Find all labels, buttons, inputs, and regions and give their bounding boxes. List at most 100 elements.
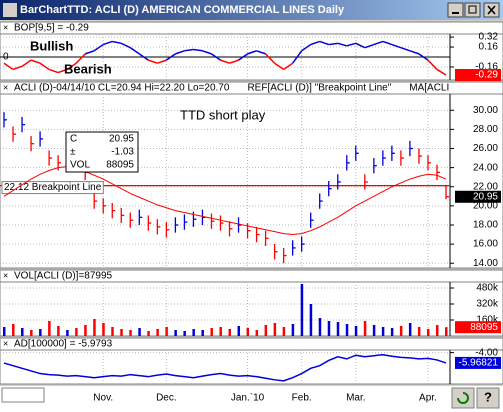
volume-bar xyxy=(183,331,186,336)
pane xyxy=(0,93,503,269)
minimize-button[interactable] xyxy=(447,2,464,18)
volume-bar xyxy=(327,321,331,336)
volume-bar xyxy=(390,328,394,336)
bop-segment xyxy=(202,50,212,55)
volume-bar xyxy=(363,321,367,336)
bop-segment xyxy=(346,42,356,47)
bop-segment xyxy=(175,50,185,55)
pane xyxy=(0,349,503,385)
x-tick-label: Dec. xyxy=(156,393,177,404)
bop-segment xyxy=(220,59,230,64)
bop-segment xyxy=(436,68,447,76)
bop-segment xyxy=(400,46,411,52)
volume-bar xyxy=(282,327,286,336)
volume-bar xyxy=(210,328,213,336)
volume-bar xyxy=(291,324,295,336)
volume-bar xyxy=(246,328,250,336)
info-key: ± xyxy=(70,147,76,158)
chart-title: TTD short play xyxy=(180,107,266,122)
refresh-icon xyxy=(457,392,469,404)
last-value-label: -5.96821 xyxy=(459,358,499,369)
breakpoint-label: 22.12 Breakpoint Line xyxy=(4,182,102,193)
bop-segment xyxy=(301,43,312,52)
volume-bar xyxy=(417,327,421,336)
info-value: 88095 xyxy=(106,160,134,171)
volume-bar xyxy=(237,326,241,336)
bop-segment xyxy=(75,53,86,64)
y-tick-label: 20.00 xyxy=(473,200,498,211)
volume-bar xyxy=(120,329,123,336)
volume-bar xyxy=(336,322,340,336)
window-buttons[interactable] xyxy=(447,2,500,18)
volume-bar xyxy=(219,327,222,336)
bop-segment xyxy=(265,53,276,64)
last-value-label: 88095 xyxy=(470,322,498,333)
pane-header-text: AD[100000] = -5.9793 xyxy=(14,339,113,350)
volume-bar xyxy=(138,328,141,336)
x-tick-label: Apr. xyxy=(419,393,437,404)
y-tick-label: 22.00 xyxy=(473,181,498,192)
y-tick-label: 480k xyxy=(476,283,499,294)
volume-bar xyxy=(381,327,385,336)
bop-segment xyxy=(283,62,294,71)
volume-bar xyxy=(156,329,159,336)
symbol-input[interactable] xyxy=(1,387,45,403)
zero-label: 0 xyxy=(3,52,9,63)
y-tick-label: 320k xyxy=(476,299,499,310)
pane-close: × xyxy=(3,82,8,92)
volume-bar xyxy=(273,323,277,336)
volume-bar xyxy=(408,323,412,336)
bop-segment xyxy=(157,59,167,64)
pane-header-text: MA[ACLI xyxy=(409,83,449,94)
volume-bar xyxy=(192,329,195,336)
volume-bar xyxy=(102,323,105,336)
pane-header-text: BOP[9,5] = -0.29 xyxy=(14,23,89,34)
date-axis xyxy=(0,386,503,412)
window-title: BarChartTTD: ACLI (D) AMERICAN COMMERCIA… xyxy=(20,4,345,16)
volume-bar xyxy=(75,328,78,336)
bop-segment xyxy=(427,59,438,70)
y-tick-label: 160k xyxy=(476,315,499,326)
bop-segment xyxy=(138,53,149,61)
maximize-button[interactable] xyxy=(464,2,481,18)
ad-line xyxy=(3,353,447,382)
volume-bar xyxy=(228,329,232,336)
y-tick-label: 16.00 xyxy=(473,239,498,250)
app-icon xyxy=(3,3,17,17)
x-tick-label: Jan.`10 xyxy=(231,392,265,404)
bop-segment xyxy=(120,42,131,49)
bop-segment xyxy=(66,62,77,71)
pane-header-text: ACLI (D)-04/14/10 CL=20.94 Hi=22.20 Lo=2… xyxy=(14,83,230,94)
bop-segment xyxy=(193,48,203,52)
bop-segment xyxy=(148,59,158,64)
x-tick-label: Nov. xyxy=(93,393,113,404)
refresh-button[interactable] xyxy=(451,387,475,409)
bop-segment xyxy=(48,68,59,74)
bop-segment xyxy=(3,62,14,71)
last-value-tag xyxy=(455,356,501,369)
volume-bar xyxy=(435,325,439,336)
info-key: VOL xyxy=(70,160,90,171)
help-icon: ? xyxy=(484,389,492,404)
volume-bar xyxy=(318,318,322,336)
volume-bar xyxy=(201,330,204,336)
volume-bar xyxy=(445,327,448,336)
volume-bar xyxy=(39,329,42,336)
pane-header-text: REF[ACLI (D)] "Breakpoint Line" xyxy=(247,83,391,94)
bop-segment xyxy=(337,42,347,47)
bop-segment xyxy=(409,50,420,55)
bop-segment xyxy=(39,62,50,71)
y-tick-label: 0.16 xyxy=(479,42,499,53)
annotation: Bearish xyxy=(64,61,112,76)
y-tick-label: 0.32 xyxy=(479,32,499,43)
volume-bar xyxy=(48,321,51,336)
help-button[interactable] xyxy=(476,387,500,409)
volume-bar xyxy=(30,330,33,336)
bop-segment xyxy=(129,47,140,55)
bop-segment xyxy=(364,43,375,49)
bop-segment xyxy=(256,50,266,55)
last-value-tag xyxy=(455,321,501,334)
bop-segment xyxy=(310,40,320,46)
volume-bar xyxy=(66,330,69,336)
